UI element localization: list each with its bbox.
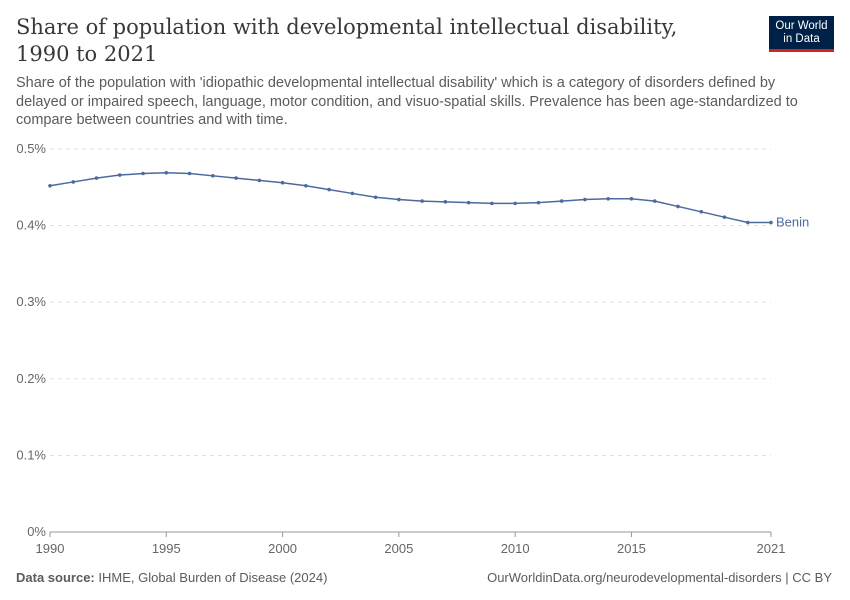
data-point xyxy=(559,199,564,203)
data-point xyxy=(769,220,773,225)
data-point xyxy=(280,180,285,185)
data-point xyxy=(164,170,169,175)
source-label: Data source: xyxy=(16,570,95,585)
data-point xyxy=(466,200,471,205)
data-point xyxy=(536,200,541,205)
x-tick-label: 2010 xyxy=(501,541,530,556)
x-tick-label: 2005 xyxy=(384,541,413,556)
data-point xyxy=(745,220,750,225)
source-url[interactable]: OurWorldinData.org/neurodevelopmental-di… xyxy=(487,570,832,585)
data-point xyxy=(420,199,424,203)
logo-line-1: Our World xyxy=(775,20,828,32)
owid-logo[interactable]: Our World in Data xyxy=(769,16,834,52)
data-point xyxy=(490,201,494,206)
data-point xyxy=(141,171,145,176)
data-point xyxy=(211,174,215,178)
series-line-benin xyxy=(49,171,771,224)
data-point xyxy=(722,215,727,219)
y-tick-label: 0.4% xyxy=(16,218,46,233)
data-point xyxy=(373,195,378,200)
data-point xyxy=(327,187,331,192)
data-point xyxy=(48,183,52,188)
data-point xyxy=(583,197,587,202)
source-text[interactable]: IHME, Global Burden of Disease (2024) xyxy=(98,570,328,585)
data-point xyxy=(187,171,192,176)
logo-line-2: in Data xyxy=(783,33,820,45)
x-tick-label: 2021 xyxy=(757,541,786,556)
y-tick-label: 0.5% xyxy=(16,141,46,156)
data-point xyxy=(94,176,99,180)
data-point xyxy=(234,176,238,180)
chart-subtitle: Share of the population with 'idiopathic… xyxy=(16,75,798,128)
y-tick-label: 0.2% xyxy=(16,371,46,386)
y-tick-label: 0.1% xyxy=(16,447,46,462)
x-tick-label: 1995 xyxy=(152,541,181,556)
data-point xyxy=(652,199,657,203)
data-point xyxy=(676,204,680,209)
data-point xyxy=(699,210,704,214)
data-point xyxy=(513,201,517,206)
data-point xyxy=(257,178,262,183)
series-label: Benin xyxy=(776,215,809,230)
data-point xyxy=(350,191,355,196)
chart-title: Share of population with developmental i… xyxy=(16,15,678,66)
y-tick-label: 0% xyxy=(27,524,46,539)
data-point xyxy=(117,173,122,177)
data-point xyxy=(443,200,448,204)
data-point xyxy=(71,180,76,184)
data-point xyxy=(304,183,308,188)
data-point xyxy=(629,196,634,201)
x-tick-label: 2000 xyxy=(268,541,297,556)
x-tick-label: 2015 xyxy=(617,541,646,556)
y-tick-label: 0.3% xyxy=(16,294,46,309)
data-point xyxy=(606,196,610,201)
x-tick-label: 1990 xyxy=(36,541,65,556)
data-source: Data source: IHME, Global Burden of Dise… xyxy=(16,570,327,585)
data-point xyxy=(397,197,401,202)
